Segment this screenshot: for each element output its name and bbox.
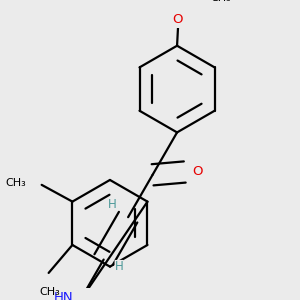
Text: HN: HN — [54, 291, 74, 300]
Text: H: H — [115, 260, 123, 273]
Text: CH₃: CH₃ — [5, 178, 26, 188]
Text: O: O — [192, 166, 202, 178]
Text: H: H — [108, 198, 117, 211]
Text: CH₃: CH₃ — [40, 287, 60, 297]
Text: CH₃: CH₃ — [211, 0, 231, 3]
Text: O: O — [172, 13, 182, 26]
